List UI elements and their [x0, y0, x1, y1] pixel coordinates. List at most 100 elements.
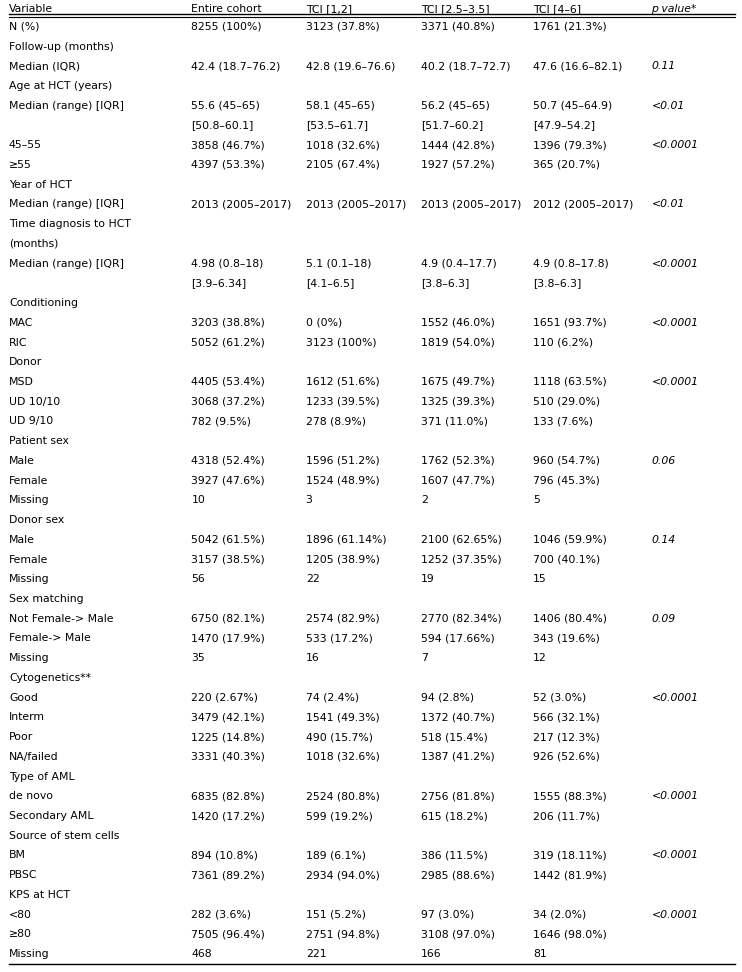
Text: 1205 (38.9%): 1205 (38.9%)	[306, 555, 380, 565]
Text: 319 (18.11%): 319 (18.11%)	[533, 850, 606, 860]
Text: 3371 (40.8%): 3371 (40.8%)	[421, 21, 495, 32]
Text: 16: 16	[306, 653, 320, 663]
Text: 3068 (37.2%): 3068 (37.2%)	[191, 397, 266, 406]
Text: 12: 12	[533, 653, 547, 663]
Text: Missing: Missing	[9, 574, 50, 584]
Text: 2985 (88.6%): 2985 (88.6%)	[421, 870, 494, 881]
Text: 1541 (49.3%): 1541 (49.3%)	[306, 712, 379, 722]
Text: 1762 (52.3%): 1762 (52.3%)	[421, 456, 494, 466]
Text: Missing: Missing	[9, 496, 50, 505]
Text: 2751 (94.8%): 2751 (94.8%)	[306, 929, 379, 939]
Text: 1225 (14.8%): 1225 (14.8%)	[191, 732, 265, 742]
Text: 42.8 (19.6–76.6): 42.8 (19.6–76.6)	[306, 61, 395, 71]
Text: 1607 (47.7%): 1607 (47.7%)	[421, 475, 495, 486]
Text: 700 (40.1%): 700 (40.1%)	[533, 555, 600, 565]
Text: TCI [1,2]: TCI [1,2]	[306, 4, 352, 14]
Text: 2934 (94.0%): 2934 (94.0%)	[306, 870, 380, 881]
Text: Male: Male	[9, 535, 35, 545]
Text: <0.0001: <0.0001	[651, 377, 698, 387]
Text: 1387 (41.2%): 1387 (41.2%)	[421, 752, 494, 762]
Text: 1646 (98.0%): 1646 (98.0%)	[533, 929, 607, 939]
Text: 1118 (63.5%): 1118 (63.5%)	[533, 377, 606, 387]
Text: [53.5–61.7]: [53.5–61.7]	[306, 121, 368, 130]
Text: 3479 (42.1%): 3479 (42.1%)	[191, 712, 265, 722]
Text: 55.6 (45–65): 55.6 (45–65)	[191, 101, 260, 111]
Text: 35: 35	[191, 653, 206, 663]
Text: Missing: Missing	[9, 653, 50, 663]
Text: 1442 (81.9%): 1442 (81.9%)	[533, 870, 606, 881]
Text: 894 (10.8%): 894 (10.8%)	[191, 850, 258, 860]
Text: 94 (2.8%): 94 (2.8%)	[421, 693, 474, 703]
Text: de novo: de novo	[9, 791, 53, 801]
Text: 566 (32.1%): 566 (32.1%)	[533, 712, 600, 722]
Text: 1046 (59.9%): 1046 (59.9%)	[533, 535, 607, 545]
Text: MSD: MSD	[9, 377, 34, 387]
Text: 3331 (40.3%): 3331 (40.3%)	[191, 752, 266, 762]
Text: 3858 (46.7%): 3858 (46.7%)	[191, 140, 265, 151]
Text: 5.1 (0.1–18): 5.1 (0.1–18)	[306, 259, 371, 268]
Text: Variable: Variable	[9, 4, 53, 14]
Text: TCI [4–6]: TCI [4–6]	[533, 4, 581, 14]
Text: 42.4 (18.7–76.2): 42.4 (18.7–76.2)	[191, 61, 280, 71]
Text: 278 (8.9%): 278 (8.9%)	[306, 416, 366, 427]
Text: 4397 (53.3%): 4397 (53.3%)	[191, 160, 265, 170]
Text: TCI [2.5–3.5]: TCI [2.5–3.5]	[421, 4, 489, 14]
Text: [51.7–60.2]: [51.7–60.2]	[421, 121, 483, 130]
Text: p value*: p value*	[651, 4, 697, 14]
Text: 1420 (17.2%): 1420 (17.2%)	[191, 811, 266, 821]
Text: 1325 (39.3%): 1325 (39.3%)	[421, 397, 494, 406]
Text: <0.0001: <0.0001	[651, 693, 698, 703]
Text: 2100 (62.65%): 2100 (62.65%)	[421, 535, 502, 545]
Text: 1761 (21.3%): 1761 (21.3%)	[533, 21, 606, 32]
Text: (months): (months)	[9, 239, 59, 249]
Text: 0.14: 0.14	[651, 535, 676, 545]
Text: 52 (3.0%): 52 (3.0%)	[533, 693, 586, 703]
Text: Year of HCT: Year of HCT	[9, 180, 72, 190]
Text: Good: Good	[9, 693, 38, 703]
Text: 3: 3	[306, 496, 312, 505]
Text: Follow-up (months): Follow-up (months)	[9, 42, 114, 52]
Text: 1444 (42.8%): 1444 (42.8%)	[421, 140, 494, 151]
Text: KPS at HCT: KPS at HCT	[9, 890, 70, 900]
Text: 1018 (32.6%): 1018 (32.6%)	[306, 140, 380, 151]
Text: <0.0001: <0.0001	[651, 140, 698, 151]
Text: 1819 (54.0%): 1819 (54.0%)	[421, 337, 495, 348]
Text: Secondary AML: Secondary AML	[9, 811, 93, 821]
Text: 2756 (81.8%): 2756 (81.8%)	[421, 791, 494, 801]
Text: 2013 (2005–2017): 2013 (2005–2017)	[421, 199, 521, 209]
Text: N (%): N (%)	[9, 21, 39, 32]
Text: 8255 (100%): 8255 (100%)	[191, 21, 262, 32]
Text: 5052 (61.2%): 5052 (61.2%)	[191, 337, 266, 348]
Text: NA/failed: NA/failed	[9, 752, 59, 762]
Text: 10: 10	[191, 496, 206, 505]
Text: 490 (15.7%): 490 (15.7%)	[306, 732, 372, 742]
Text: 133 (7.6%): 133 (7.6%)	[533, 416, 593, 427]
Text: Interm: Interm	[9, 712, 45, 722]
Text: 2: 2	[421, 496, 427, 505]
Text: 3123 (37.8%): 3123 (37.8%)	[306, 21, 379, 32]
Text: 1406 (80.4%): 1406 (80.4%)	[533, 613, 607, 624]
Text: ≥55: ≥55	[9, 160, 32, 170]
Text: [3.8–6.3]: [3.8–6.3]	[533, 278, 581, 289]
Text: 4.9 (0.4–17.7): 4.9 (0.4–17.7)	[421, 259, 496, 268]
Text: 518 (15.4%): 518 (15.4%)	[421, 732, 487, 742]
Text: 206 (11.7%): 206 (11.7%)	[533, 811, 600, 821]
Text: 1524 (48.9%): 1524 (48.9%)	[306, 475, 379, 486]
Text: 5042 (61.5%): 5042 (61.5%)	[191, 535, 266, 545]
Text: 615 (18.2%): 615 (18.2%)	[421, 811, 487, 821]
Text: [3.8–6.3]: [3.8–6.3]	[421, 278, 469, 289]
Text: 468: 468	[191, 949, 212, 959]
Text: 2524 (80.8%): 2524 (80.8%)	[306, 791, 380, 801]
Text: 4.9 (0.8–17.8): 4.9 (0.8–17.8)	[533, 259, 608, 268]
Text: 3203 (38.8%): 3203 (38.8%)	[191, 318, 266, 328]
Text: 1018 (32.6%): 1018 (32.6%)	[306, 752, 380, 762]
Text: 1612 (51.6%): 1612 (51.6%)	[306, 377, 379, 387]
Text: 510 (29.0%): 510 (29.0%)	[533, 397, 600, 406]
Text: 0.11: 0.11	[651, 61, 676, 71]
Text: 58.1 (45–65): 58.1 (45–65)	[306, 101, 375, 111]
Text: 1552 (46.0%): 1552 (46.0%)	[421, 318, 495, 328]
Text: 45–55: 45–55	[9, 140, 42, 151]
Text: 3927 (47.6%): 3927 (47.6%)	[191, 475, 265, 486]
Text: Conditioning: Conditioning	[9, 298, 78, 308]
Text: 74 (2.4%): 74 (2.4%)	[306, 693, 359, 703]
